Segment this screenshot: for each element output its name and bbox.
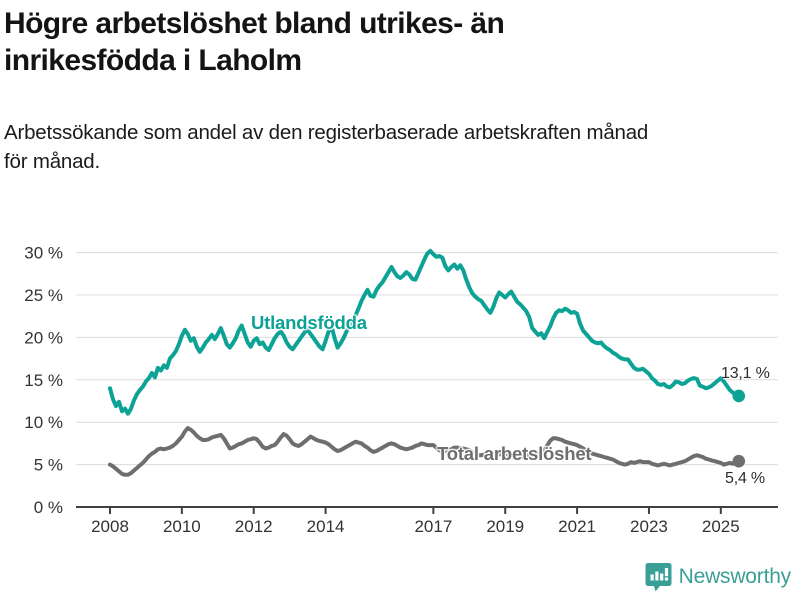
series-line-total — [108, 426, 741, 477]
series-line-utlandsfodda — [108, 248, 741, 416]
x-tick-label: 2017 — [414, 517, 452, 536]
y-tick-label: 5 % — [34, 456, 63, 475]
logo-exclaim-dot — [664, 577, 668, 581]
y-tick-label: 30 % — [24, 244, 63, 263]
newsworthy-logo-icon — [645, 563, 672, 592]
logo-exclaim-bar — [664, 568, 668, 577]
page-title: Högre arbetslöshet bland utrikes- än inr… — [4, 7, 505, 77]
x-tick-label: 2012 — [235, 517, 273, 536]
footer-brand: Newsworthy — [645, 562, 791, 592]
series-label-total-arbetsloshet: Total arbetslöshet — [437, 443, 592, 464]
y-tick-label: 15 % — [24, 371, 63, 390]
x-tick-label: 2019 — [486, 517, 524, 536]
y-tick-label: 10 % — [24, 413, 63, 432]
logo-bar-1 — [650, 574, 654, 581]
series-end-dot-utlandsfodda — [732, 389, 746, 403]
end-value-label-total: 5,4 % — [725, 470, 765, 487]
logo-bar-3 — [659, 573, 663, 581]
x-tick-label: 2023 — [630, 517, 668, 536]
x-tick-label: 2008 — [91, 517, 129, 536]
series-end-dot-total — [732, 454, 746, 468]
x-tick-label: 2014 — [307, 517, 345, 536]
y-tick-label: 20 % — [24, 328, 63, 347]
x-tick-label: 2021 — [558, 517, 596, 536]
page-subtitle: Arbetssökande som andel av den registerb… — [4, 121, 649, 173]
series-label-utlandsfodda: Utlandsfödda — [251, 312, 367, 333]
brand-name: Newsworthy — [678, 565, 792, 588]
end-value-label-utlandsfodda: 13,1 % — [721, 365, 770, 382]
y-tick-label: 0 % — [34, 498, 63, 517]
logo-bar-2 — [654, 571, 659, 581]
x-tick-label: 2010 — [163, 517, 201, 536]
y-tick-label: 25 % — [24, 286, 63, 305]
x-tick-label: 2025 — [702, 517, 740, 536]
